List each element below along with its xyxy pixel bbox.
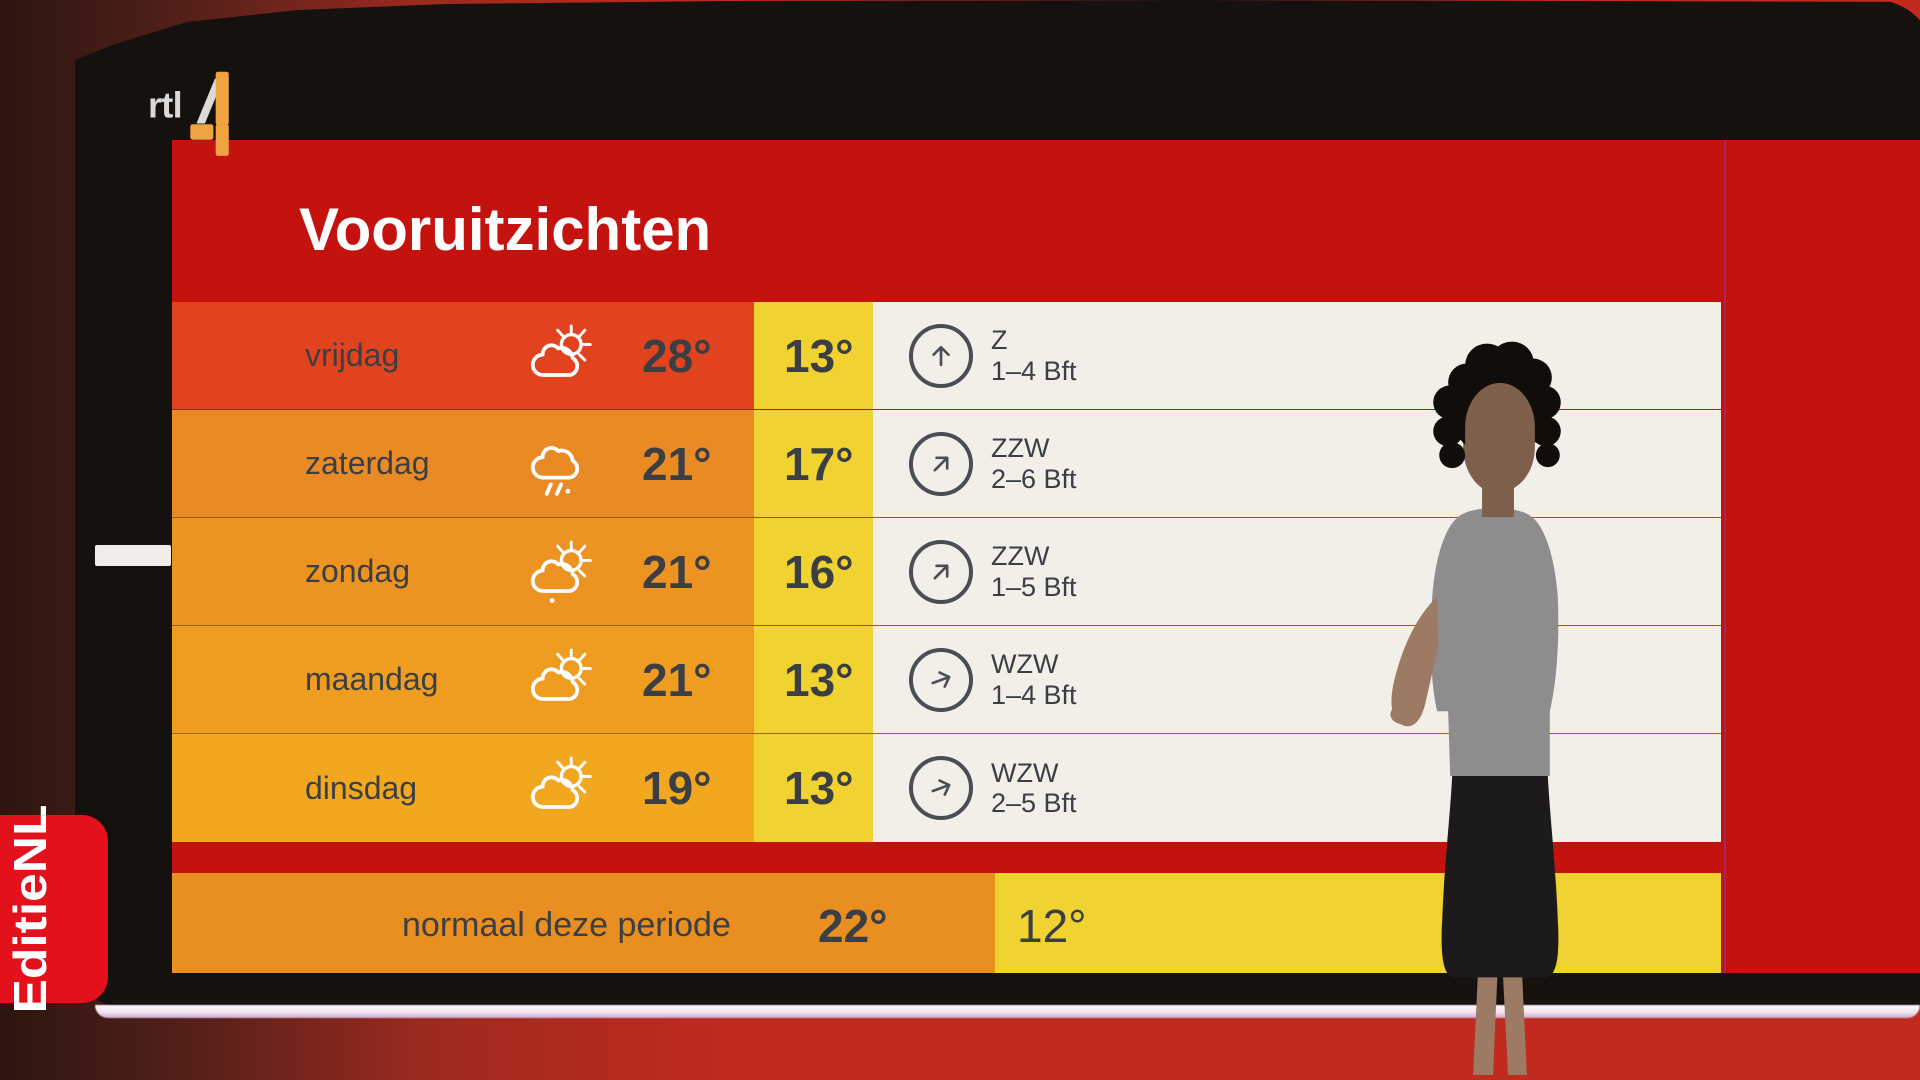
svg-text:rtl: rtl xyxy=(148,84,182,125)
